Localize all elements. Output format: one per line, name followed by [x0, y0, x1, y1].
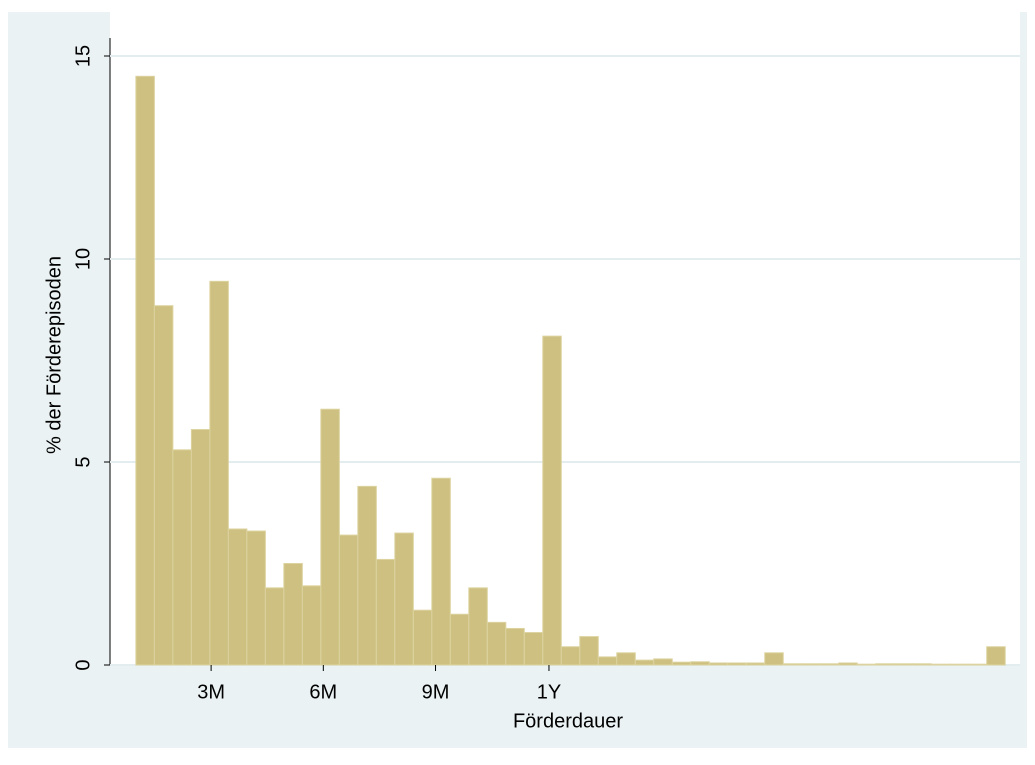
- y-tick-label: 0: [72, 659, 94, 670]
- bar: [782, 663, 803, 666]
- bar: [597, 656, 618, 666]
- bar: [153, 305, 174, 666]
- bar: [690, 661, 710, 666]
- bar: [801, 663, 821, 666]
- bar: [949, 663, 969, 666]
- bar: [616, 652, 636, 666]
- bar: [246, 530, 266, 666]
- bar: [449, 613, 470, 666]
- y-tick-label: 5: [72, 456, 94, 467]
- x-tick-label: 6M: [309, 681, 337, 703]
- bar: [967, 663, 988, 666]
- x-tick-label: 1Y: [537, 681, 561, 703]
- bar: [486, 621, 507, 666]
- bar: [505, 627, 525, 666]
- bar: [264, 587, 285, 666]
- bar: [893, 663, 914, 666]
- x-axis-label: Förderdauer: [513, 710, 623, 732]
- bar: [375, 558, 396, 666]
- bar: [671, 661, 692, 666]
- bar: [523, 632, 544, 666]
- bar: [579, 636, 599, 666]
- bar: [468, 587, 488, 666]
- bar: [209, 280, 229, 666]
- bar: [190, 429, 211, 666]
- x-tick-label: 9M: [422, 681, 450, 703]
- bar: [394, 532, 414, 666]
- bar: [838, 662, 858, 666]
- y-tick-label: 15: [72, 45, 94, 67]
- x-tick-label: 3M: [197, 681, 225, 703]
- bar: [320, 408, 340, 666]
- bar: [412, 609, 433, 666]
- bar: [135, 75, 155, 666]
- bar: [542, 335, 562, 666]
- bar: [338, 534, 359, 666]
- bar: [357, 485, 377, 666]
- bar: [172, 449, 192, 666]
- bar: [930, 663, 951, 666]
- y-axis-label: % der Förderepisoden: [43, 256, 65, 454]
- bar: [708, 662, 729, 666]
- bar: [986, 646, 1006, 666]
- bar: [875, 663, 895, 666]
- bar: [634, 659, 655, 666]
- bar: [856, 663, 877, 666]
- bar: [301, 585, 322, 666]
- bar: [727, 662, 747, 666]
- y-tick-label: 10: [72, 248, 94, 270]
- bar: [912, 663, 932, 666]
- bar: [283, 563, 303, 666]
- bar: [227, 528, 248, 666]
- bar: [560, 646, 581, 666]
- bar: [764, 652, 784, 666]
- bar: [819, 663, 840, 666]
- bar: [431, 477, 451, 666]
- bar: [653, 658, 673, 666]
- bar: [745, 662, 766, 666]
